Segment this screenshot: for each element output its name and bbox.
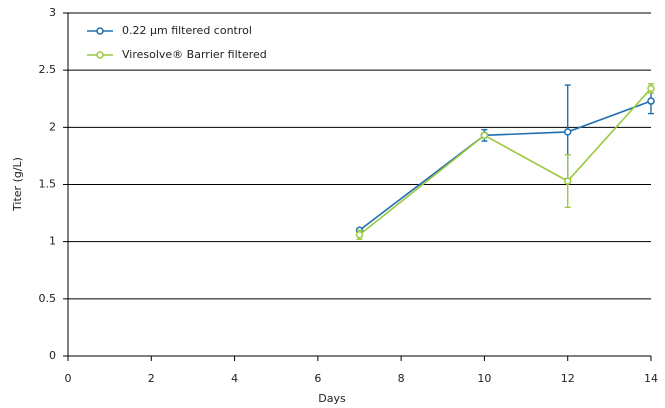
marker	[480, 131, 489, 140]
x-tick-label: 0	[65, 372, 72, 385]
x-tick-label: 12	[561, 372, 575, 385]
marker	[647, 97, 655, 105]
y-tick-label: 0	[49, 349, 56, 362]
legend-label: 0.22 µm filtered control	[122, 24, 252, 37]
y-axis-label: Titer (g/L)	[11, 157, 24, 212]
legend-marker	[96, 27, 104, 35]
series-line	[359, 100, 652, 231]
y-tick-label: 2	[49, 120, 56, 133]
x-tick-label: 4	[231, 372, 238, 385]
x-tick-label: 10	[477, 372, 491, 385]
y-tick-label: 2.5	[39, 63, 57, 76]
marker	[647, 84, 655, 93]
marker	[563, 177, 572, 185]
x-tick-label: 6	[314, 372, 321, 385]
x-tick-label: 8	[398, 372, 405, 385]
y-tick-label: 1	[49, 235, 56, 248]
marker	[355, 231, 364, 239]
x-axis-label: Days	[318, 392, 346, 405]
series-line	[359, 87, 652, 236]
y-tick-label: 3	[49, 6, 56, 19]
y-tick-label: 0.5	[39, 292, 57, 305]
legend-label: Viresolve® Barrier filtered	[122, 48, 267, 61]
x-tick-label: 14	[644, 372, 658, 385]
marker	[563, 128, 572, 136]
y-tick-label: 1.5	[39, 178, 57, 191]
legend-marker	[96, 51, 104, 59]
x-tick-label: 2	[148, 372, 155, 385]
